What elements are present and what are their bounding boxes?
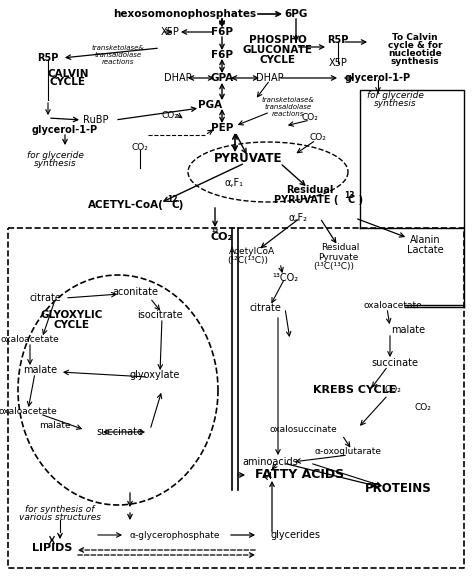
Text: GPA: GPA: [210, 73, 234, 83]
Text: various structures: various structures: [19, 513, 101, 523]
Text: malate: malate: [23, 365, 57, 375]
Text: aminoacids: aminoacids: [242, 457, 298, 467]
Text: PYRUVATE: PYRUVATE: [214, 152, 282, 165]
Text: CO₂: CO₂: [211, 232, 233, 242]
Text: CO₂: CO₂: [384, 386, 401, 395]
Text: FATTY ACIDS: FATTY ACIDS: [255, 469, 345, 482]
Text: CO₂: CO₂: [162, 111, 178, 119]
Text: F6P: F6P: [211, 27, 233, 37]
Text: oxaloacetate: oxaloacetate: [364, 300, 422, 309]
Text: cycle & for: cycle & for: [388, 41, 442, 49]
Text: CO₂: CO₂: [310, 133, 327, 142]
Text: hexosomonophosphates: hexosomonophosphates: [113, 9, 256, 19]
Text: KREBS CYCLE: KREBS CYCLE: [313, 385, 397, 395]
Text: glycerol-1-P: glycerol-1-P: [32, 125, 98, 135]
Text: R5P: R5P: [328, 35, 349, 45]
Text: R5P: R5P: [37, 53, 59, 63]
Text: transketolase&: transketolase&: [91, 45, 145, 51]
Text: 13: 13: [344, 191, 354, 199]
Text: synthesis: synthesis: [391, 56, 439, 65]
Text: α,F₁: α,F₁: [225, 178, 244, 188]
Text: for glyceride: for glyceride: [366, 92, 423, 101]
Text: Lactate: Lactate: [407, 245, 443, 255]
Text: ACETYL-CoA(: ACETYL-CoA(: [88, 200, 164, 210]
Text: X5P: X5P: [328, 58, 347, 68]
Text: LIPIDS: LIPIDS: [32, 543, 72, 553]
Text: succinate: succinate: [97, 427, 144, 437]
Text: α-oxoglutarate: α-oxoglutarate: [315, 447, 382, 456]
Text: isocitrate: isocitrate: [137, 310, 183, 320]
Text: α-glycerophosphate: α-glycerophosphate: [130, 530, 220, 540]
Text: for glyceride: for glyceride: [27, 152, 83, 161]
Text: synthesis: synthesis: [374, 99, 416, 109]
Text: CO₂: CO₂: [301, 113, 319, 122]
Text: DHAP: DHAP: [256, 73, 284, 83]
Text: CYCLE: CYCLE: [260, 55, 296, 65]
Text: GLUCONATE: GLUCONATE: [243, 45, 313, 55]
Text: synthesis: synthesis: [34, 159, 76, 169]
Text: oxaloacetate: oxaloacetate: [0, 336, 59, 345]
Text: α,F₂: α,F₂: [289, 213, 308, 223]
Text: oxalosuccinate: oxalosuccinate: [269, 426, 337, 435]
Text: nucleotide: nucleotide: [388, 48, 442, 58]
Text: malate: malate: [39, 420, 71, 429]
Text: CO₂: CO₂: [132, 143, 148, 152]
Text: X5P: X5P: [161, 27, 180, 37]
Text: Alanin: Alanin: [410, 235, 440, 245]
Text: citrate: citrate: [29, 293, 61, 303]
Text: (¹³C(¹³C)): (¹³C(¹³C)): [313, 262, 355, 270]
Text: C ): C ): [348, 195, 364, 205]
Text: malate: malate: [391, 325, 425, 335]
Text: ¹³CO₂: ¹³CO₂: [272, 273, 298, 283]
Text: 6PG: 6PG: [284, 9, 308, 19]
Text: 12: 12: [167, 195, 177, 205]
Text: RuBP: RuBP: [83, 115, 109, 125]
Text: GLYOXYLIC: GLYOXYLIC: [41, 310, 103, 320]
Text: glyoxylate: glyoxylate: [130, 370, 180, 380]
Text: DHAP: DHAP: [164, 73, 192, 83]
Text: aconitate: aconitate: [112, 287, 158, 297]
Text: Residual: Residual: [321, 243, 359, 252]
Text: glycerides: glycerides: [271, 530, 321, 540]
Text: PEP: PEP: [211, 123, 233, 133]
Text: reactions: reactions: [102, 59, 134, 65]
Text: transketolase&: transketolase&: [262, 97, 314, 103]
Text: F6P: F6P: [211, 50, 233, 60]
Text: ¹²: ¹²: [211, 229, 219, 238]
Text: reactions: reactions: [272, 111, 304, 117]
Text: succinate: succinate: [372, 358, 419, 368]
Text: glycerol-1-P: glycerol-1-P: [345, 73, 411, 83]
Text: CALVIN: CALVIN: [47, 69, 89, 79]
Text: CO₂: CO₂: [415, 403, 431, 413]
Text: Pyruvate: Pyruvate: [318, 252, 358, 262]
Text: To Calvin: To Calvin: [392, 32, 438, 42]
Text: PHOSPHO: PHOSPHO: [249, 35, 307, 45]
Text: C): C): [172, 200, 184, 210]
Text: citrate: citrate: [249, 303, 281, 313]
Text: CYCLE: CYCLE: [50, 77, 86, 87]
Text: oxaloacetate: oxaloacetate: [0, 407, 57, 416]
Text: AcetylCoA: AcetylCoA: [229, 248, 275, 256]
Text: PYRUVATE (: PYRUVATE (: [274, 195, 338, 205]
Text: PROTEINS: PROTEINS: [365, 482, 431, 495]
Text: transaldolase: transaldolase: [94, 52, 142, 58]
Text: CYCLE: CYCLE: [54, 320, 90, 330]
Text: Residual: Residual: [286, 185, 334, 195]
Text: transaldolase: transaldolase: [264, 104, 311, 110]
Text: PGA: PGA: [198, 100, 222, 110]
Text: (¹²C(¹³C)): (¹²C(¹³C)): [228, 256, 268, 266]
Text: for synthesis of: for synthesis of: [25, 506, 95, 514]
